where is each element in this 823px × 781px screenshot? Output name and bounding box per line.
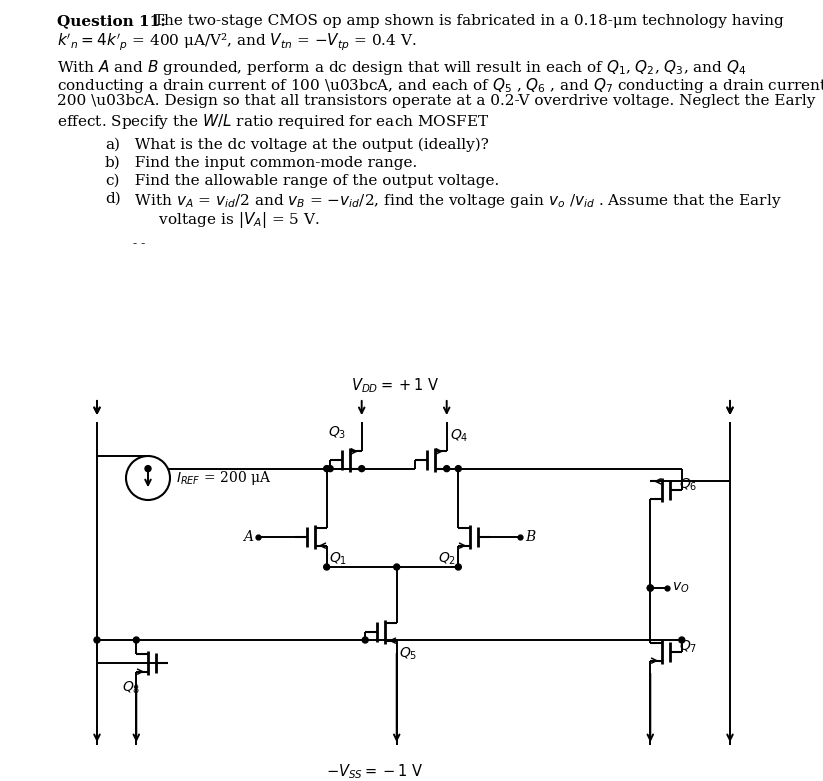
Text: A: A [243, 530, 253, 544]
Text: voltage is $|V_A|$ = 5 V.: voltage is $|V_A|$ = 5 V. [125, 210, 320, 230]
Circle shape [455, 564, 462, 570]
Circle shape [648, 585, 653, 591]
Text: c): c) [105, 174, 119, 188]
Circle shape [145, 465, 151, 472]
Text: Question 11:: Question 11: [57, 14, 166, 28]
Text: - -: - - [133, 237, 145, 250]
Text: b): b) [105, 156, 121, 170]
Text: a): a) [105, 138, 120, 152]
Text: Find the input common-mode range.: Find the input common-mode range. [125, 156, 417, 170]
Text: $Q_8$: $Q_8$ [123, 679, 141, 696]
Text: $Q_4$: $Q_4$ [449, 428, 468, 444]
Circle shape [126, 456, 170, 500]
Circle shape [328, 465, 333, 472]
Circle shape [393, 564, 400, 570]
Text: With $A$ and $B$ grounded, perform a dc design that will result in each of $Q_1$: With $A$ and $B$ grounded, perform a dc … [57, 58, 746, 77]
Circle shape [323, 564, 330, 570]
Circle shape [323, 465, 330, 472]
Circle shape [362, 637, 368, 643]
Text: effect. Specify the $W/L$ ratio required for each MOSFET: effect. Specify the $W/L$ ratio required… [57, 112, 490, 131]
Text: With $v_A$ = $v_{id}$/2 and $v_B$ = $-v_{id}$/2, find the voltage gain $v_o$ /$v: With $v_A$ = $v_{id}$/2 and $v_B$ = $-v_… [125, 192, 782, 210]
Text: $Q_2$: $Q_2$ [438, 551, 456, 567]
Text: Find the allowable range of the output voltage.: Find the allowable range of the output v… [125, 174, 500, 188]
Text: conducting a drain current of 100 \u03bcA, and each of $Q_5$ , $Q_6$ , and $Q_7$: conducting a drain current of 100 \u03bc… [57, 76, 823, 95]
Text: $Q_5$: $Q_5$ [398, 646, 417, 662]
Text: $Q_1$: $Q_1$ [328, 551, 346, 567]
Circle shape [444, 465, 449, 472]
Text: $v_O$: $v_O$ [672, 581, 690, 595]
Text: $I_{REF}$ = 200 μA: $I_{REF}$ = 200 μA [176, 469, 272, 487]
Text: $Q_6$: $Q_6$ [679, 476, 697, 493]
Circle shape [133, 637, 139, 643]
Text: $V_{DD} = +1\ \mathrm{V}$: $V_{DD} = +1\ \mathrm{V}$ [351, 376, 439, 395]
Text: $Q_3$: $Q_3$ [328, 425, 346, 441]
Text: d): d) [105, 192, 121, 206]
Text: The two-stage CMOS op amp shown is fabricated in a 0.18-μm technology having: The two-stage CMOS op amp shown is fabri… [149, 14, 783, 28]
Circle shape [455, 465, 462, 472]
Text: What is the dc voltage at the output (ideally)?: What is the dc voltage at the output (id… [125, 138, 489, 152]
Circle shape [648, 585, 653, 591]
Circle shape [679, 637, 685, 643]
Text: 200 \u03bcA. Design so that all transistors operate at a 0.2-V overdrive voltage: 200 \u03bcA. Design so that all transist… [57, 94, 816, 108]
Circle shape [359, 465, 365, 472]
Circle shape [94, 637, 100, 643]
Text: $k'_n = 4k'_p$ = 400 μA/V², and $V_{tn}$ = −$V_{tp}$ = 0.4 V.: $k'_n = 4k'_p$ = 400 μA/V², and $V_{tn}$… [57, 32, 416, 53]
Text: $-V_{SS} = -1\ \mathrm{V}$: $-V_{SS} = -1\ \mathrm{V}$ [326, 762, 424, 781]
Text: $Q_7$: $Q_7$ [679, 638, 697, 654]
Text: B: B [525, 530, 535, 544]
